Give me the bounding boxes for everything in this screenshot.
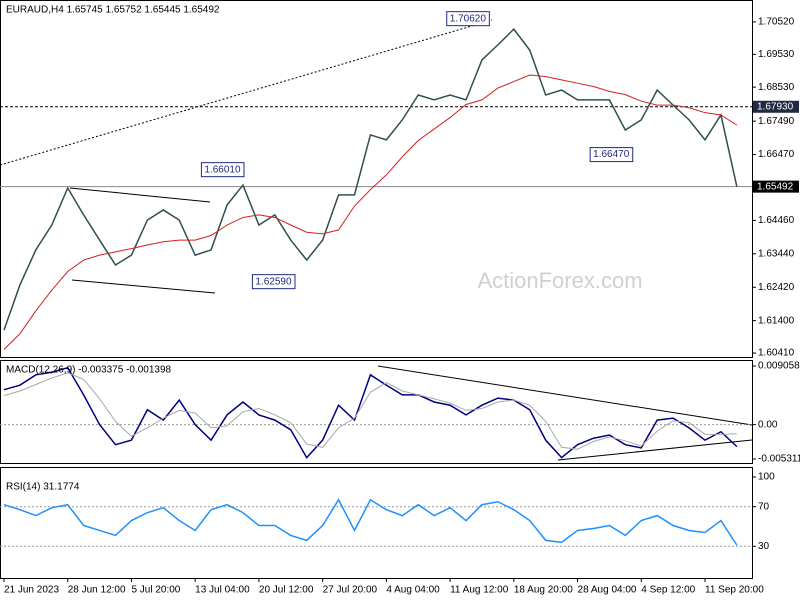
macd-trend-line (377, 365, 753, 426)
x-tick-label: 4 Aug 04:00 (386, 585, 440, 596)
panel-title: EURAUD,H4 1.65745 1.65752 1.65445 1.6549… (6, 5, 220, 16)
price-label: 1.65492 (757, 181, 794, 192)
y-tick-label: 1.70520 (758, 17, 795, 28)
watermark: ActionForex.com (477, 268, 642, 293)
macd-panel (0, 360, 753, 464)
x-tick-label: 13 Jul 04:00 (195, 585, 250, 596)
channel-line (69, 187, 211, 203)
y-tick-label: 100 (758, 472, 775, 483)
y-tick-label: 1.67490 (758, 116, 795, 127)
y-tick-label: 1.69530 (758, 49, 795, 60)
panel-title: MACD(12,26,9) -0.003375 -0.001398 (6, 365, 172, 376)
x-tick-label: 4 Sep 12:00 (641, 585, 695, 596)
y-tick-label: 1.68530 (758, 82, 795, 93)
annotation-box (446, 11, 490, 27)
y-tick-label: 0.00 (758, 419, 778, 430)
y-tick-label: 1.60410 (758, 348, 795, 359)
annotation-box (200, 162, 245, 178)
x-tick-label: 11 Aug 12:00 (450, 585, 509, 596)
series-line (3, 74, 738, 350)
price-label: 1.67930 (757, 101, 794, 112)
x-tick-label: 28 Aug 04:00 (578, 585, 637, 596)
y-tick-label: -0.005311 (758, 454, 800, 465)
series-line (3, 28, 738, 331)
series-line (3, 372, 737, 450)
macd-trend-line (557, 439, 753, 461)
y-tick-label: 1.66470 (758, 149, 795, 160)
x-tick-label: 5 Jul 20:00 (131, 585, 180, 596)
annotation-label: 1.66010 (204, 164, 241, 175)
price-label-box (753, 100, 799, 113)
annotation-box (251, 274, 296, 290)
x-tick-label: 27 Jul 20:00 (323, 585, 378, 596)
price-panel (0, 0, 753, 358)
series-line (3, 498, 738, 546)
annotation-box (589, 147, 634, 163)
annotation-label: 1.62590 (255, 276, 292, 287)
x-tick-label: 20 Jul 12:00 (259, 585, 314, 596)
panel-title: RSI(14) 31.1774 (6, 482, 80, 493)
x-tick-label: 28 Jun 12:00 (68, 585, 126, 596)
rsi-panel (0, 467, 753, 579)
y-tick-label: 0.009058 (758, 361, 800, 372)
trend-line (0, 19, 493, 166)
x-tick-label: 18 Aug 20:00 (514, 585, 573, 596)
channel-line (71, 279, 216, 294)
y-tick-label: 1.61400 (758, 315, 795, 326)
x-tick-label: 11 Sep 20:00 (705, 585, 764, 596)
y-tick-label: 1.64460 (758, 215, 795, 226)
y-tick-label: 30 (758, 541, 770, 552)
y-tick-label: 1.63440 (758, 248, 795, 259)
y-tick-label: 1.62420 (758, 282, 795, 293)
price-label-box (753, 180, 799, 193)
x-tick-label: 21 Jun 2023 (4, 585, 59, 596)
annotation-label: 1.70620 (450, 13, 487, 24)
annotation-label: 1.66470 (593, 149, 630, 160)
y-tick-label: 70 (758, 501, 770, 512)
